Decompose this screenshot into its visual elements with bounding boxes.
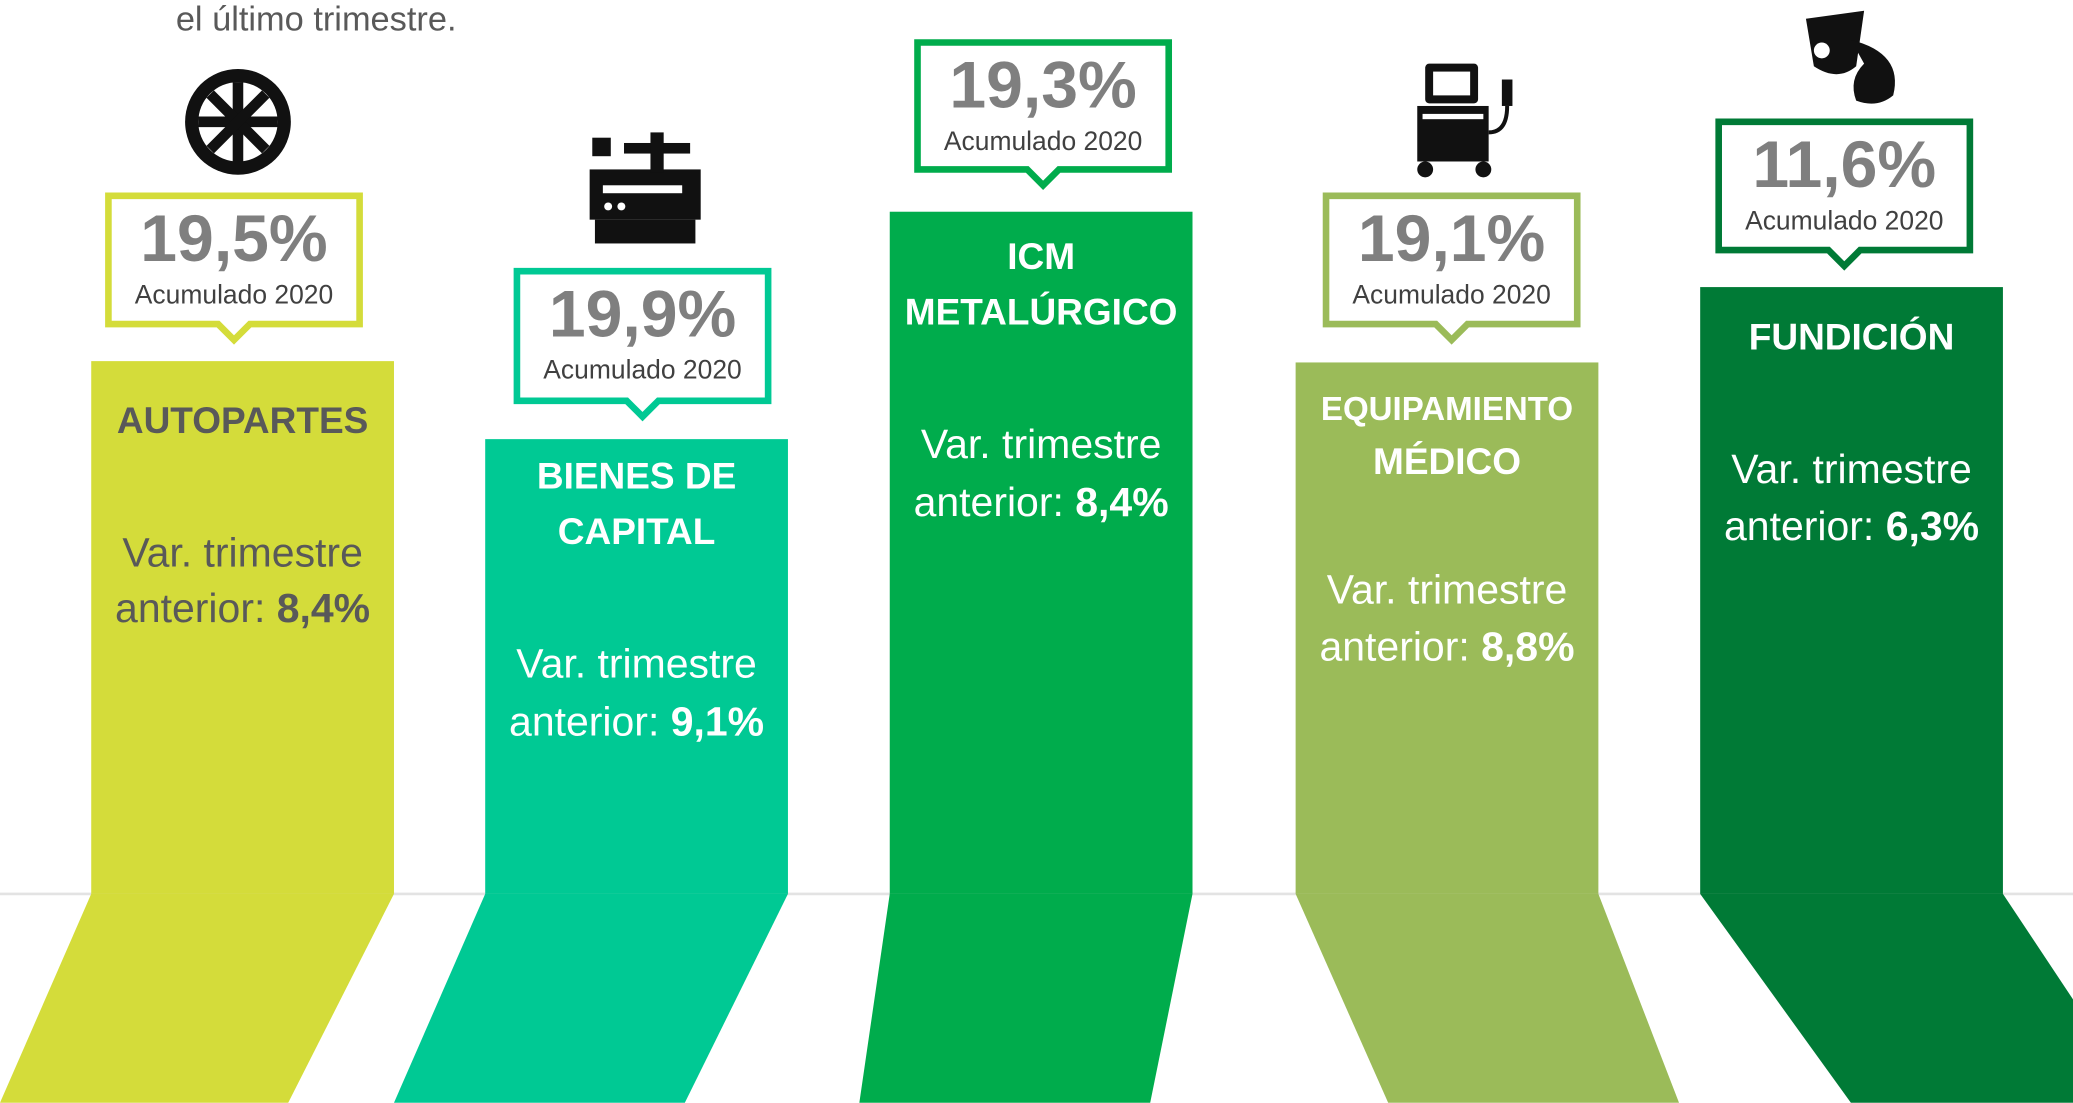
variation-value: 6,3%	[1886, 503, 1979, 549]
column-shadow	[1295, 893, 1680, 1103]
variation-value: 8,4%	[277, 585, 370, 631]
sector-column: 11,6%Acumulado 2020 FUNDICIÓN Var. trimest…	[1700, 118, 2073, 1103]
sector-name: AUTOPARTES	[117, 399, 368, 441]
column-bar	[1700, 287, 2003, 894]
medical-icon	[1417, 63, 1513, 178]
machine-icon	[589, 132, 701, 244]
foundry-icon	[1805, 10, 1895, 104]
accumulated-label: Acumulado 2020	[543, 355, 741, 385]
variation-label: Var. trimestre	[1327, 566, 1568, 612]
accumulated-value: 19,5%	[140, 202, 327, 276]
variation-line: anterior: 6,3%	[1724, 503, 1979, 549]
sector-column: 19,3%Acumulado 2020 ICM METALÚRGICO Var. tr…	[859, 39, 1193, 1103]
sector-name: ICM	[1007, 235, 1075, 277]
accumulated-value: 19,3%	[949, 49, 1136, 123]
variation-value: 9,1%	[671, 699, 764, 745]
column-bar	[889, 211, 1193, 894]
sector-name: METALÚRGICO	[905, 291, 1178, 333]
accumulated-label: Acumulado 2020	[944, 126, 1142, 156]
variation-line: anterior: 8,4%	[914, 479, 1169, 525]
accumulated-value: 19,1%	[1358, 202, 1545, 276]
column-shadow	[0, 893, 394, 1103]
accumulated-label: Acumulado 2020	[135, 279, 333, 309]
column-shadow	[393, 893, 788, 1103]
sector-name: MÉDICO	[1373, 440, 1521, 482]
sector-name: CAPITAL	[558, 510, 716, 552]
icons	[185, 10, 1895, 244]
variation-line: anterior: 9,1%	[509, 699, 764, 745]
variation-value: 8,4%	[1075, 479, 1168, 525]
variation-label: anterior:	[509, 699, 659, 745]
sector-column: 19,1%Acumulado 2020 EQUIPAMIENTO MÉDICO Var…	[1295, 192, 1680, 1103]
variation-label: anterior:	[1724, 503, 1874, 549]
variation-label: anterior:	[914, 479, 1064, 525]
variation-label: anterior:	[115, 585, 265, 631]
sector-name: EQUIPAMIENTO	[1321, 391, 1573, 428]
column-bar	[91, 361, 394, 894]
column-bar	[1295, 362, 1599, 894]
column-shadow	[859, 893, 1193, 1103]
intro-text: el último trimestre.	[176, 0, 457, 38]
callout-box	[1322, 192, 1581, 345]
variation-value: 8,8%	[1481, 623, 1574, 669]
callout-box	[1715, 118, 1974, 271]
column-bar	[485, 439, 788, 894]
variation-line: anterior: 8,4%	[115, 585, 370, 631]
sector-name: FUNDICIÓN	[1749, 316, 1955, 358]
callout-box	[105, 192, 363, 345]
accumulated-label: Acumulado 2020	[1352, 279, 1550, 309]
sector-column: 19,5%Acumulado 2020 AUTOPARTES Var. trimes…	[0, 192, 394, 1103]
sector-column: 19,9% Acumulado 2020 BIENES DE CAPITAL Var. …	[393, 267, 788, 1103]
column-shadow	[1700, 893, 2073, 1103]
wheel-icon	[185, 68, 291, 175]
variation-label: Var. trimestre	[921, 421, 1162, 467]
variation-label: Var. trimestre	[122, 529, 363, 575]
variation-line: anterior: 8,8%	[1319, 623, 1574, 669]
callout-box	[513, 267, 772, 422]
variation-label: Var. trimestre	[1731, 446, 1972, 492]
variation-label: anterior:	[1319, 623, 1469, 669]
accumulated-value: 11,6%	[1752, 128, 1936, 202]
accumulated-value: 19,9%	[549, 277, 736, 351]
variation-label: Var. trimestre	[516, 640, 757, 686]
accumulated-label: Acumulado 2020	[1745, 205, 1943, 235]
callout-box	[914, 39, 1173, 190]
sector-name: BIENES DE	[537, 455, 736, 497]
